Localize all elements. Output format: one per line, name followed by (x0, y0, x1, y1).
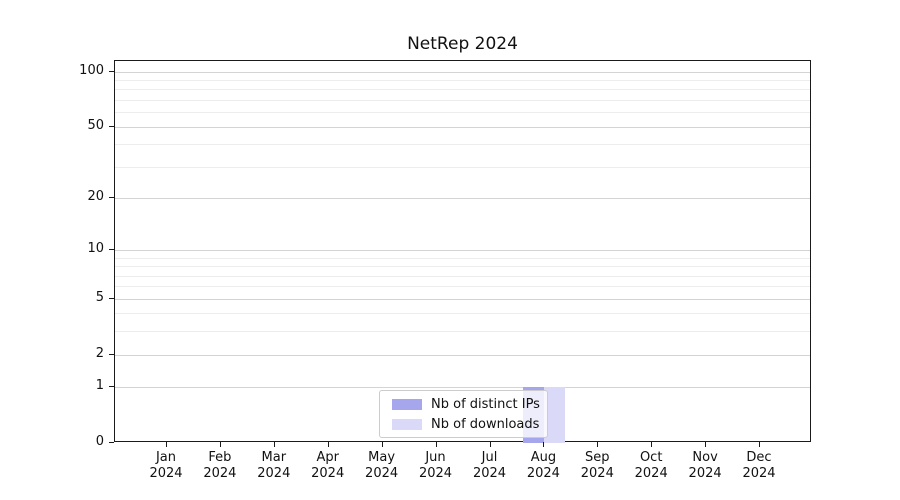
x-tick-mark-6 (435, 442, 437, 447)
minor-gridline-60 (115, 112, 810, 113)
x-tick-mark-1 (166, 442, 167, 447)
y-tick-label-0: 0 (95, 434, 104, 449)
y-tick-mark-20 (109, 196, 114, 198)
x-tick-mark-10 (651, 442, 653, 447)
chart-title: NetRep 2024 (407, 34, 518, 54)
legend-entry-downloads: Nb of downloads (392, 417, 547, 432)
y-tick-label-100: 100 (79, 62, 104, 78)
x-tick-label-6: Jun 2024 (418, 450, 453, 481)
x-tick-mark-9 (597, 442, 599, 447)
y-tick-label-20: 20 (87, 188, 104, 204)
y-tick-mark-1 (109, 386, 114, 388)
legend-label-distinct-ips: Nb of distinct IPs (431, 396, 540, 412)
x-tick-mark-2 (219, 442, 221, 447)
legend-label-downloads: Nb of downloads (431, 416, 540, 432)
minor-gridline-9 (115, 257, 810, 259)
minor-gridline-40 (115, 144, 810, 145)
major-gridline-10 (115, 250, 810, 251)
x-tick-mark-7 (489, 442, 491, 447)
y-tick-mark-50 (109, 125, 114, 127)
x-tick-mark-12 (759, 442, 760, 447)
y-tick-label-50: 50 (87, 117, 104, 133)
x-tick-mark-3 (273, 442, 275, 447)
minor-gridline-6 (115, 286, 810, 288)
major-gridline-5 (115, 298, 810, 300)
x-tick-label-3: Mar 2024 (257, 450, 291, 481)
x-tick-label-8: Aug 2024 (526, 450, 560, 481)
x-tick-mark-5 (381, 442, 383, 447)
plot-area: Nb of distinct IPs Nb of downloads (114, 60, 811, 443)
legend-swatch-distinct-ips (392, 398, 422, 410)
x-tick-mark-4 (327, 442, 329, 447)
x-tick-label-10: Oct 2024 (634, 450, 668, 481)
x-tick-label-2: Feb 2024 (203, 450, 237, 481)
legend-swatch-downloads (392, 418, 422, 430)
legend: Nb of distinct IPs Nb of downloads (379, 390, 548, 438)
x-tick-label-1: Jan 2024 (149, 450, 183, 481)
y-tick-label-10: 10 (87, 241, 104, 256)
minor-gridline-8 (115, 266, 810, 268)
major-gridline-50 (115, 126, 810, 128)
y-tick-mark-10 (109, 249, 114, 250)
y-tick-mark-0 (109, 442, 114, 443)
minor-gridline-90 (115, 79, 810, 81)
x-tick-mark-8 (543, 442, 545, 447)
minor-gridline-70 (115, 99, 810, 101)
major-gridline-1 (115, 387, 810, 389)
y-tick-mark-5 (109, 297, 114, 299)
y-tick-mark-2 (109, 353, 114, 355)
bar-nb-of-downloads-aug (544, 387, 566, 443)
x-tick-label-5: May 2024 (365, 450, 399, 481)
major-gridline-100 (115, 71, 810, 73)
x-tick-label-7: Jul 2024 (472, 450, 507, 481)
minor-gridline-3 (115, 331, 810, 333)
x-tick-label-11: Nov 2024 (688, 450, 722, 481)
minor-gridline-80 (115, 89, 810, 91)
y-tick-mark-100 (109, 70, 114, 72)
x-tick-label-9: Sep 2024 (580, 450, 614, 481)
x-tick-mark-11 (705, 442, 707, 447)
minor-gridline-7 (115, 275, 810, 277)
y-tick-label-5: 5 (95, 289, 104, 305)
minor-gridline-4 (115, 313, 810, 315)
major-gridline-2 (115, 354, 810, 356)
x-tick-label-4: Apr 2024 (311, 450, 345, 481)
major-gridline-20 (115, 197, 810, 199)
x-tick-label-12: Dec 2024 (742, 450, 776, 481)
minor-gridline-30 (115, 166, 810, 168)
y-tick-label-2: 2 (95, 345, 104, 361)
y-tick-label-1: 1 (95, 378, 104, 394)
legend-entry-distinct-ips: Nb of distinct IPs (392, 397, 547, 412)
